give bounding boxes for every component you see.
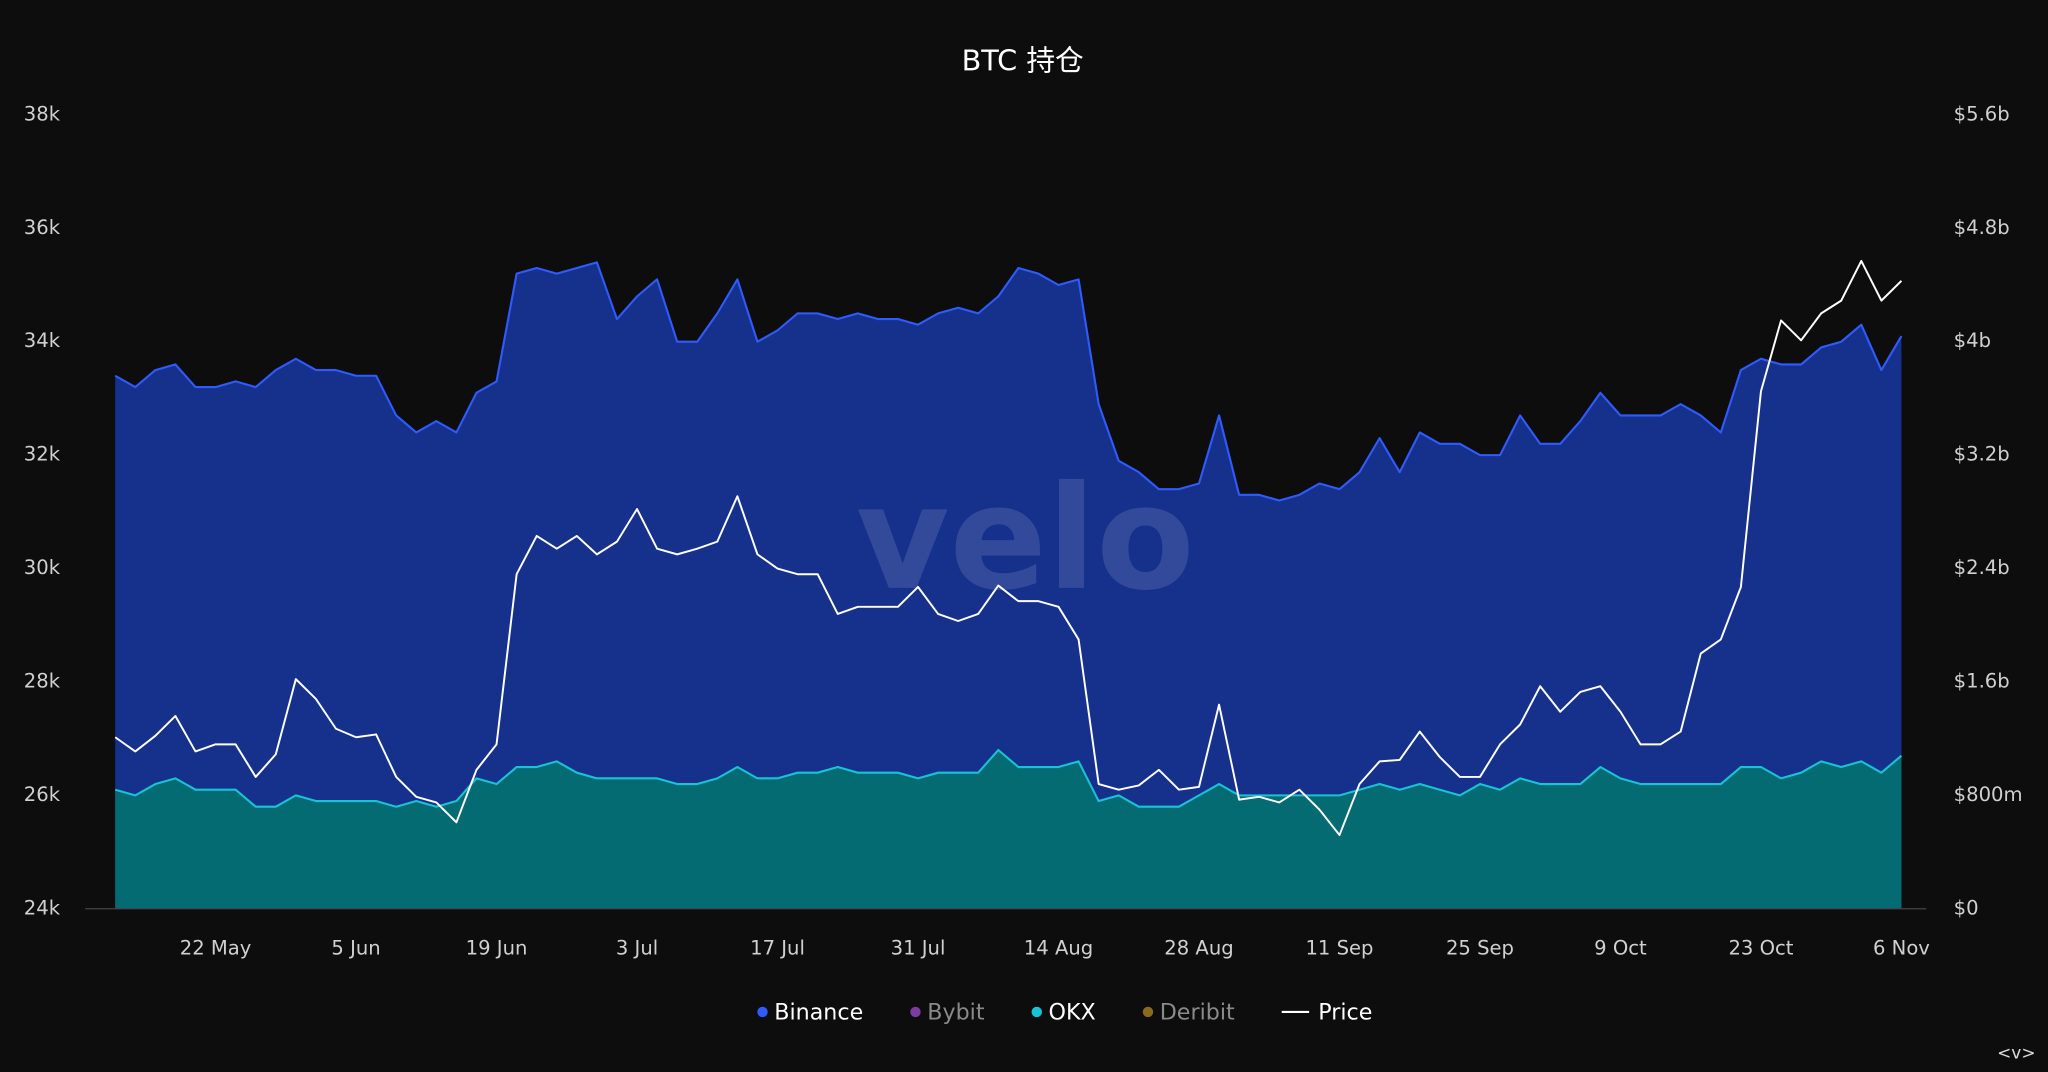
- x-tick-label: 31 Jul: [891, 937, 946, 960]
- y-tick-label: 28k: [24, 669, 61, 692]
- y2-tick-label: $5.6b: [1954, 102, 2010, 125]
- x-tick-label: 22 May: [180, 937, 252, 960]
- legend-label[interactable]: Deribit: [1160, 1000, 1235, 1026]
- legend-dot: [757, 1006, 768, 1018]
- x-tick-label: 9 Oct: [1594, 937, 1647, 960]
- x-tick-label: 28 Aug: [1164, 937, 1233, 960]
- legend-label[interactable]: OKX: [1049, 1000, 1096, 1026]
- price-line: [114, 259, 1903, 837]
- legend-label[interactable]: Price: [1318, 1000, 1372, 1026]
- x-tick-label: 25 Sep: [1446, 937, 1514, 960]
- corner-label[interactable]: <v>: [1997, 1044, 2035, 1064]
- area-fill: [115, 262, 1902, 909]
- legend-label[interactable]: Bybit: [927, 1000, 985, 1026]
- y2-tick-label: $800m: [1954, 783, 2023, 806]
- x-tick-label: 14 Aug: [1024, 937, 1093, 960]
- x-tick-label: 11 Sep: [1305, 937, 1373, 960]
- legend-dot: [910, 1006, 921, 1018]
- y-tick-label: 36k: [24, 216, 61, 239]
- area-line: [114, 261, 1903, 502]
- y2-tick-label: $2.4b: [1954, 556, 2010, 579]
- chart-title: BTC 持仓: [962, 44, 1084, 78]
- x-tick-label: 6 Nov: [1873, 937, 1930, 960]
- legend-dot: [1031, 1006, 1042, 1018]
- legend-dot: [1142, 1006, 1154, 1018]
- y2-tick-label: $3.2b: [1954, 443, 2010, 466]
- y-tick-label: 26k: [24, 783, 61, 806]
- legend: Binance Bybit OKX Deribit Price: [757, 1000, 1372, 1026]
- x-tick-label: 5 Jun: [331, 937, 380, 960]
- y-tick-label: 34k: [24, 329, 61, 352]
- watermark: velo: [856, 455, 1195, 622]
- x-tick-label: 23 Oct: [1728, 937, 1793, 960]
- y-tick-label: 38k: [24, 102, 61, 125]
- area-line: [114, 748, 1903, 808]
- y-tick-label: 32k: [24, 443, 61, 466]
- y2-tick-label: $0: [1954, 896, 1979, 919]
- x-tick-label: 3 Jul: [616, 937, 658, 960]
- x-tick-label: 19 Jun: [466, 937, 528, 960]
- plot-area: 24k 26k 28k 30k 32k 34k 36k 38k $0 $800m $1.6b $2.4…: [24, 102, 2023, 959]
- y-tick-label: 30k: [24, 556, 61, 579]
- legend-label[interactable]: Binance: [774, 1000, 863, 1026]
- y2-tick-label: $4b: [1954, 329, 1991, 352]
- y2-tick-label: $1.6b: [1954, 669, 2010, 692]
- x-tick-label: 17 Jul: [750, 937, 805, 960]
- y-tick-label: 24k: [24, 896, 61, 919]
- area-fill: [115, 750, 1902, 909]
- y2-tick-label: $4.8b: [1954, 216, 2010, 239]
